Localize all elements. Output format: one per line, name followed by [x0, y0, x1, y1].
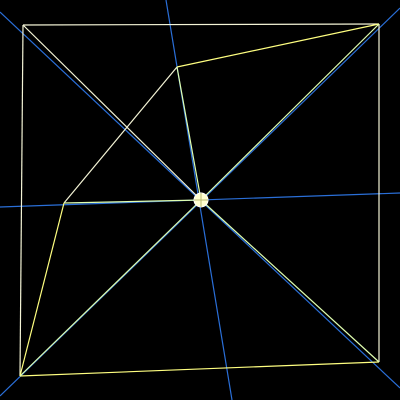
folded-flap-top-edge	[176, 23, 380, 68]
pivot-handle-icon[interactable]	[193, 192, 209, 208]
crease-to-bottom-right	[200, 199, 380, 363]
crease-to-flap-left	[63, 199, 202, 204]
folded-flap-left-edge	[19, 202, 65, 377]
crease-to-flap-top	[176, 66, 202, 201]
folded-outline	[19, 23, 380, 377]
square-bottom-edge	[19, 361, 380, 377]
square-left-edge	[19, 24, 24, 377]
crease-to-top-right	[200, 23, 380, 201]
square-top-edge	[22, 23, 380, 26]
folded-flap-upper-edge	[63, 66, 178, 204]
square-upper-left-diagonal	[22, 24, 202, 201]
square-outline	[19, 23, 380, 377]
crease-to-bottom-left	[19, 199, 202, 377]
crease-lines	[19, 23, 380, 377]
